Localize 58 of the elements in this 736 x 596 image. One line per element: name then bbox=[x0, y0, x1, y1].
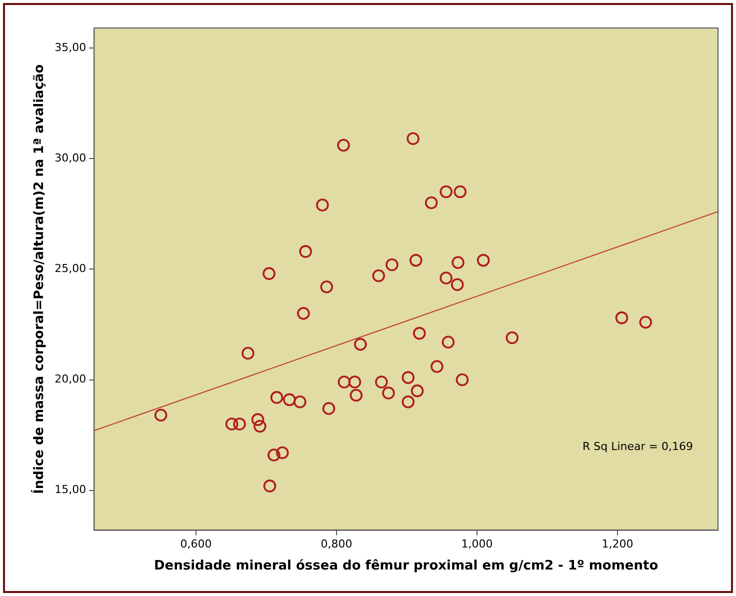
point bbox=[402, 395, 415, 408]
point bbox=[337, 138, 350, 152]
point bbox=[297, 306, 310, 320]
y-tick-label: 25,00 bbox=[54, 262, 86, 276]
point bbox=[154, 408, 168, 422]
point bbox=[320, 280, 334, 294]
point bbox=[639, 316, 652, 329]
point bbox=[430, 360, 444, 373]
point bbox=[242, 346, 254, 360]
point bbox=[270, 391, 284, 404]
point bbox=[233, 418, 246, 430]
point bbox=[254, 420, 266, 433]
x-axis-title: Densidade mineral óssea do fêmur proximal em g/cm2 - 1º momento bbox=[154, 558, 658, 574]
point bbox=[276, 446, 289, 460]
x-tick-label: 0,800 bbox=[320, 538, 352, 551]
y-tick-label: 35,00 bbox=[54, 40, 86, 54]
point bbox=[268, 448, 280, 462]
point bbox=[424, 196, 438, 210]
point bbox=[354, 338, 367, 351]
point bbox=[615, 311, 628, 324]
point bbox=[442, 336, 455, 349]
point bbox=[322, 402, 336, 415]
point bbox=[382, 386, 395, 400]
point bbox=[348, 376, 362, 388]
annotation: R Sq Linear = 0,169 bbox=[582, 440, 693, 454]
point bbox=[251, 413, 264, 426]
point bbox=[263, 480, 276, 492]
point bbox=[350, 388, 363, 402]
point bbox=[225, 418, 238, 430]
point bbox=[262, 267, 276, 280]
point bbox=[456, 373, 469, 386]
point bbox=[412, 326, 426, 340]
point bbox=[410, 384, 424, 398]
point bbox=[402, 371, 415, 384]
point bbox=[299, 245, 312, 258]
x-tick-label: 0,600 bbox=[180, 538, 212, 551]
point bbox=[283, 393, 296, 406]
y-tick-label: 20,00 bbox=[54, 372, 86, 386]
point bbox=[375, 376, 388, 388]
point bbox=[409, 254, 422, 267]
point bbox=[406, 132, 420, 146]
y-tick-label: 30,00 bbox=[54, 151, 86, 164]
point bbox=[338, 376, 351, 388]
point bbox=[386, 258, 398, 272]
point bbox=[452, 256, 464, 269]
point bbox=[294, 395, 306, 408]
point bbox=[450, 278, 464, 292]
point bbox=[454, 185, 467, 198]
point bbox=[440, 272, 452, 284]
point bbox=[316, 198, 329, 212]
point bbox=[440, 185, 452, 198]
y-axis-title: Índice de massa corporal=Peso/altura(m)2 na 1ª avaliação bbox=[30, 64, 48, 494]
x-tick-label: 1,200 bbox=[602, 538, 634, 551]
x-tick-label: 1,000 bbox=[461, 538, 493, 551]
y-tick-label: 15,00 bbox=[54, 483, 86, 496]
point bbox=[372, 269, 386, 282]
point bbox=[506, 331, 519, 344]
point bbox=[476, 254, 490, 267]
